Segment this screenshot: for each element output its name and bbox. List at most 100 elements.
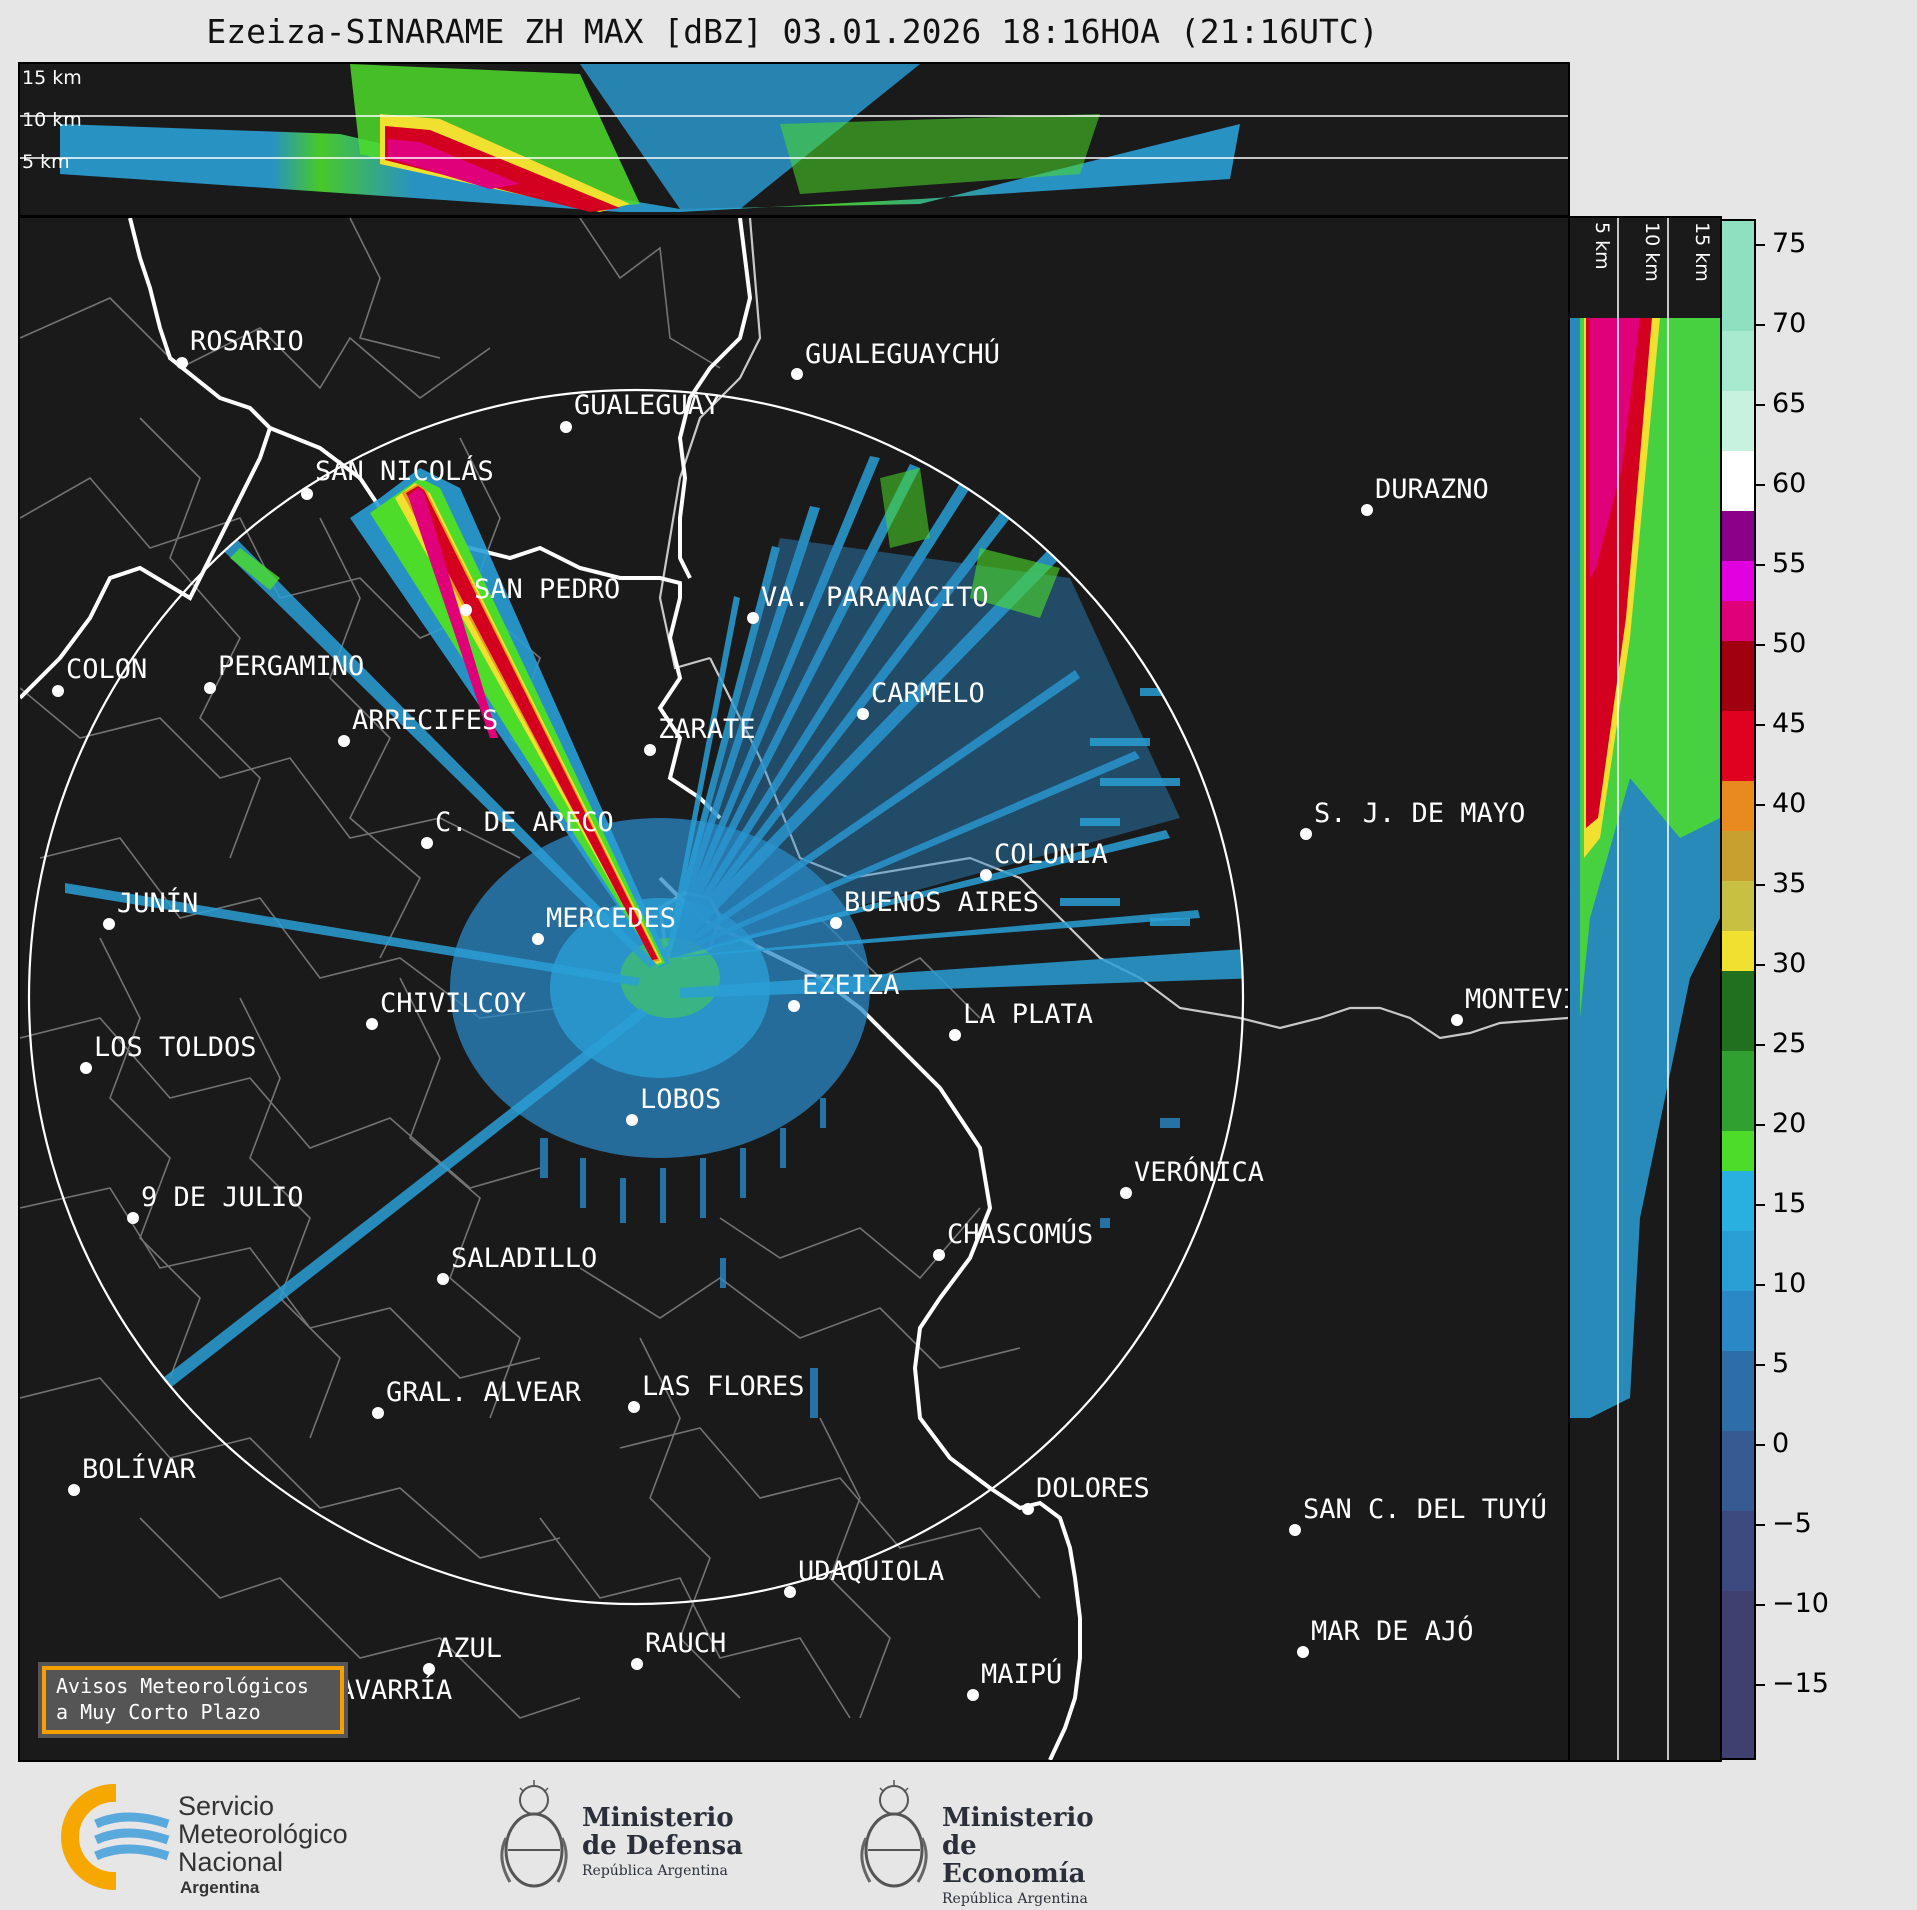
city-label: GUALEGUAY <box>574 390 720 421</box>
province-boundary-parana <box>128 218 722 820</box>
city-marker <box>80 1062 92 1074</box>
echo-ray-west <box>65 883 640 986</box>
side-cross-section-panel: 5 km 10 km 15 km <box>1568 216 1722 1762</box>
city-label: GUALEGUAYCHÚ <box>805 338 1000 370</box>
city-label: MERCEDES <box>546 903 676 934</box>
radar-range-ring <box>27 388 1245 1606</box>
city-marker <box>980 869 992 881</box>
colorbar-tick-label: −10 <box>1772 1588 1829 1619</box>
city-label: GRAL. ALVEAR <box>386 1377 582 1408</box>
colorbar-tick: −15 <box>1756 1668 1829 1699</box>
echo-ray-northwest-green <box>230 548 280 590</box>
city-marker <box>1289 1524 1301 1536</box>
colorbar-tick: 0 <box>1755 1428 1789 1459</box>
colorbar-gradient <box>1722 221 1754 1758</box>
city-marker <box>437 1273 449 1285</box>
city-marker <box>1300 828 1312 840</box>
city-marker <box>1297 1646 1309 1658</box>
city-marker <box>176 357 188 369</box>
city-marker <box>626 1114 638 1126</box>
city-marker <box>1120 1187 1132 1199</box>
defensa-line: República Argentina <box>582 1863 728 1879</box>
colorbar-tick-label: 65 <box>1772 388 1807 419</box>
city-label: SAN PEDRO <box>474 574 620 605</box>
top-echo-right-green <box>780 114 1100 194</box>
city-label: BUENOS AIRES <box>844 887 1039 918</box>
smn-emblem-icon <box>61 1782 176 1892</box>
aviso-line: Avisos Meteorológicos <box>56 1674 309 1698</box>
colorbar-tick-label: 40 <box>1772 788 1807 819</box>
city-marker <box>784 1586 796 1598</box>
colorbar-tick: 75 <box>1755 228 1807 259</box>
echo-ray-northwest <box>190 508 656 968</box>
colorbar-tick: 55 <box>1755 548 1806 579</box>
top-echo-core-red <box>385 126 620 212</box>
top-echo-blue-upper <box>580 64 920 209</box>
coat-of-arms-icon <box>860 1780 928 1888</box>
colorbar-tick-label: 45 <box>1772 708 1807 739</box>
colorbar-tick: 5 <box>1755 1348 1790 1379</box>
city-markers <box>52 357 1463 1717</box>
city-label: VA. PARANACITO <box>761 582 989 613</box>
smn-logo: Servicio Meteorológico Nacional Argentin… <box>56 1782 396 1897</box>
colorbar-tick: 35 <box>1755 868 1806 899</box>
economia-line: Ministerio <box>942 1803 1094 1833</box>
colorbar-tick-label: 30 <box>1772 948 1807 979</box>
colorbar-tick-label: −15 <box>1772 1668 1829 1699</box>
economia-line: República Argentina <box>942 1891 1088 1907</box>
colorbar-tick: 30 <box>1755 948 1807 979</box>
city-label: SAN NICOLÁS <box>315 455 494 487</box>
echo-rays-northeast <box>660 456 1200 958</box>
smn-logo-country: Argentina <box>180 1878 260 1897</box>
city-marker <box>338 735 350 747</box>
side-height-label: 10 km <box>1641 222 1663 282</box>
colorbar-tick-label: 10 <box>1772 1268 1807 1299</box>
echo-rays-northeast-fill <box>670 538 1180 958</box>
city-marker <box>788 1000 800 1012</box>
economia-logo: Ministerio de Economía República Argenti… <box>856 1778 1116 1907</box>
city-label: CARMELO <box>871 678 985 709</box>
city-label: AZUL <box>437 1633 502 1664</box>
city-label: ARRECIFES <box>352 705 498 736</box>
colorbar-tick-label: 5 <box>1772 1348 1790 1379</box>
echo-clutter-inner <box>550 898 770 1078</box>
city-marker <box>460 604 472 616</box>
colorbar-tick: 60 <box>1755 468 1806 499</box>
colorbar-tick: 50 <box>1755 628 1806 659</box>
colorbar-tick: −5 <box>1756 1508 1812 1539</box>
dbz-colorbar <box>1720 219 1756 1760</box>
radar-map-panel: ROSARIO GUALEGUAYCHÚ GUALEGUAY SAN NICOL… <box>18 216 1570 1762</box>
city-marker <box>103 918 115 930</box>
side-echo-magenta <box>1590 318 1640 578</box>
city-marker <box>52 685 64 697</box>
colorbar-tick-label: 75 <box>1772 228 1807 259</box>
echo-ne-green-patch2 <box>880 468 930 548</box>
colorbar-tick: 20 <box>1755 1108 1806 1139</box>
aviso-box-inner: Avisos Meteorológicos a Muy Corto Plazo <box>42 1666 344 1734</box>
city-marker <box>1022 1503 1034 1515</box>
side-height-label: 5 km <box>1591 222 1613 270</box>
province-boundary-north <box>20 427 272 700</box>
city-marker <box>791 368 803 380</box>
city-marker <box>631 1658 643 1670</box>
city-marker <box>366 1018 378 1030</box>
colorbar-tick: 15 <box>1755 1188 1806 1219</box>
city-marker <box>532 933 544 945</box>
colorbar-tick: 10 <box>1755 1268 1807 1299</box>
uruguay-coastline <box>709 657 1568 1040</box>
city-label: ZARATE <box>658 714 756 745</box>
city-marker <box>830 917 842 929</box>
logos-footer: Servicio Meteorológico Nacional Argentin… <box>0 1762 1917 1909</box>
top-height-label: 10 km <box>22 109 82 131</box>
aviso-box[interactable]: Avisos Meteorológicos a Muy Corto Plazo <box>38 1662 348 1738</box>
city-label: PERGAMINO <box>218 651 364 682</box>
city-label: UDAQUIOLA <box>798 1556 944 1587</box>
city-marker <box>1451 1014 1463 1026</box>
top-height-label: 15 km <box>22 67 82 89</box>
city-label: LA PLATA <box>963 999 1093 1030</box>
city-label: MONTEVIDEO <box>1465 984 1568 1015</box>
echo-spike-magenta <box>408 488 498 738</box>
city-marker <box>949 1029 961 1041</box>
top-echo-green <box>350 64 640 209</box>
city-label: SALADILLO <box>451 1243 597 1274</box>
